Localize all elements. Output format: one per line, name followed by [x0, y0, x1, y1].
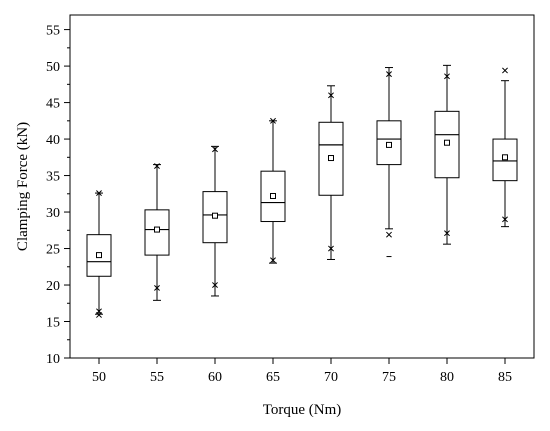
y-tick-label: 55: [46, 24, 60, 39]
outlier-stroke: [270, 117, 276, 124]
mean-marker: [502, 154, 508, 161]
y-tick-label: 30: [46, 206, 60, 221]
mean-marker: [444, 139, 450, 146]
outlier-stroke: [328, 92, 334, 99]
box-85: [492, 67, 518, 228]
outlier-x-marker: [328, 92, 334, 99]
outlier-x-marker: [386, 71, 392, 78]
x-axis-label: Torque (Nm): [263, 402, 342, 418]
outlier-stroke: [154, 284, 160, 291]
box-65: [260, 117, 286, 264]
outlier-x-marker: [96, 308, 102, 315]
plot-frame: [69, 14, 535, 359]
y-tick-label: 20: [46, 279, 60, 294]
x-tick-label: 60: [208, 370, 222, 385]
outlier-x-marker: [270, 257, 276, 264]
box-75: [376, 67, 402, 258]
y-tick-label: 40: [46, 133, 60, 148]
iqr-box: [492, 138, 518, 182]
x-tick-label: 55: [150, 370, 164, 385]
y-tick-label: 50: [46, 60, 60, 75]
box-50: [86, 190, 112, 318]
mean-marker: [212, 212, 218, 219]
outlier-x-marker: [154, 284, 160, 291]
box-70: [318, 85, 344, 260]
outlier-stroke: [444, 73, 450, 80]
outlier-stroke: [96, 190, 102, 197]
box-60: [202, 145, 228, 297]
box-series: [86, 64, 518, 318]
x-tick-label: 50: [92, 370, 106, 385]
y-axis: 10 15 20 25 30 35 40 45 50 55: [46, 24, 70, 367]
outlier-stroke: [212, 282, 218, 288]
y-tick-label: 35: [46, 170, 60, 185]
x-tick-label: 85: [498, 370, 512, 385]
outlier-stroke: [502, 67, 508, 74]
outlier-stroke: [328, 245, 334, 252]
outlier-stroke: [386, 71, 392, 78]
outlier-stroke: [444, 230, 450, 237]
outlier-stroke: [270, 257, 276, 264]
outlier-x-marker: [154, 163, 160, 170]
outlier-stroke: [96, 308, 102, 315]
outlier-x-marker: [270, 117, 276, 124]
box-55: [144, 163, 170, 301]
outlier-stroke: [386, 231, 392, 238]
outlier-x-marker: [328, 245, 334, 252]
mean-marker: [270, 192, 276, 199]
y-tick-label: 25: [46, 243, 60, 258]
outlier-x-marker: [502, 67, 508, 74]
x-axis: 50 55 60 65 70 75 80 85: [92, 358, 512, 385]
outlier-stroke: [154, 163, 160, 170]
x-tick-label: 80: [440, 370, 454, 385]
mean-marker: [328, 155, 334, 162]
x-tick-label: 75: [382, 370, 396, 385]
mean-marker: [386, 141, 392, 148]
outlier-x-marker: [386, 231, 392, 238]
outlier-stroke: [502, 216, 508, 223]
x-tick-label: 70: [324, 370, 338, 385]
y-tick-label: 10: [46, 352, 60, 367]
outlier-x-marker: [96, 190, 102, 197]
y-tick-label: 15: [46, 316, 60, 331]
outlier-x-marker: [212, 146, 218, 153]
outlier-x-marker: [212, 282, 218, 288]
mean-marker: [154, 226, 160, 233]
outlier-stroke: [212, 146, 218, 153]
outlier-x-marker: [444, 73, 450, 80]
box-80: [434, 64, 460, 245]
y-tick-label: 45: [46, 97, 60, 112]
x-tick-label: 65: [266, 370, 280, 385]
mean-marker: [96, 252, 102, 259]
outlier-x-marker: [444, 230, 450, 237]
outlier-x-marker: [502, 216, 508, 223]
y-axis-label: Clamping Force (kN): [15, 122, 31, 251]
